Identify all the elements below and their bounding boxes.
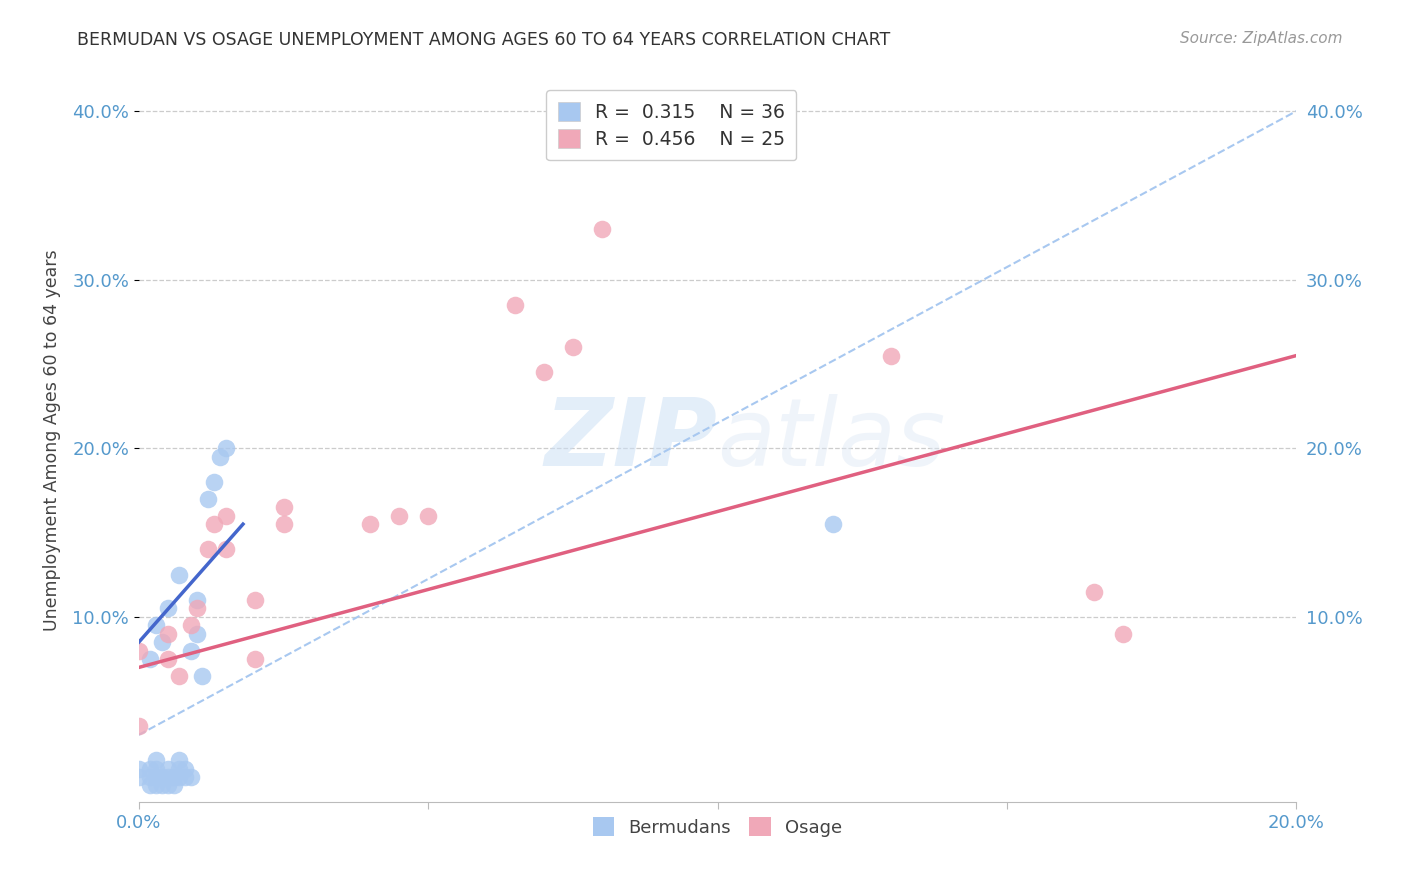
- Point: [561, 340, 583, 354]
- Point: [156, 652, 179, 666]
- Y-axis label: Unemployment Among Ages 60 to 64 years: Unemployment Among Ages 60 to 64 years: [44, 249, 60, 631]
- Point: [156, 779, 179, 793]
- Point: [169, 753, 191, 767]
- Point: [186, 593, 208, 607]
- Legend: Bermudans, Osage: Bermudans, Osage: [585, 810, 849, 844]
- Point: [359, 517, 381, 532]
- Point: [186, 601, 208, 615]
- Point: [145, 779, 167, 793]
- Point: [128, 719, 150, 733]
- Point: [162, 770, 184, 784]
- Point: [150, 770, 173, 784]
- Point: [1111, 626, 1133, 640]
- Point: [145, 618, 167, 632]
- Point: [197, 491, 219, 506]
- Point: [180, 618, 202, 632]
- Point: [214, 508, 236, 523]
- Point: [139, 779, 162, 793]
- Point: [243, 593, 266, 607]
- Point: [214, 542, 236, 557]
- Point: [418, 508, 440, 523]
- Point: [880, 349, 903, 363]
- Point: [197, 542, 219, 557]
- Point: [202, 517, 225, 532]
- Point: [139, 762, 162, 776]
- Point: [174, 762, 197, 776]
- Text: BERMUDAN VS OSAGE UNEMPLOYMENT AMONG AGES 60 TO 64 YEARS CORRELATION CHART: BERMUDAN VS OSAGE UNEMPLOYMENT AMONG AGE…: [77, 31, 890, 49]
- Point: [128, 643, 150, 657]
- Point: [273, 517, 295, 532]
- Point: [150, 635, 173, 649]
- Point: [139, 770, 162, 784]
- Point: [1083, 584, 1105, 599]
- Point: [388, 508, 411, 523]
- Point: [150, 779, 173, 793]
- Point: [243, 652, 266, 666]
- Point: [214, 442, 236, 456]
- Point: [180, 643, 202, 657]
- Point: [180, 770, 202, 784]
- Point: [191, 669, 214, 683]
- Point: [169, 669, 191, 683]
- Point: [156, 762, 179, 776]
- Point: [208, 450, 231, 464]
- Point: [273, 500, 295, 515]
- Point: [186, 626, 208, 640]
- Point: [128, 762, 150, 776]
- Text: Source: ZipAtlas.com: Source: ZipAtlas.com: [1180, 31, 1343, 46]
- Point: [145, 753, 167, 767]
- Point: [156, 770, 179, 784]
- Text: atlas: atlas: [717, 394, 946, 485]
- Point: [128, 770, 150, 784]
- Point: [503, 298, 526, 312]
- Point: [169, 567, 191, 582]
- Point: [145, 770, 167, 784]
- Point: [591, 222, 613, 236]
- Point: [139, 652, 162, 666]
- Text: ZIP: ZIP: [544, 394, 717, 486]
- Point: [533, 366, 555, 380]
- Point: [156, 601, 179, 615]
- Point: [145, 762, 167, 776]
- Point: [823, 517, 845, 532]
- Point: [174, 770, 197, 784]
- Point: [202, 475, 225, 489]
- Point: [156, 626, 179, 640]
- Point: [169, 770, 191, 784]
- Point: [169, 762, 191, 776]
- Point: [162, 779, 184, 793]
